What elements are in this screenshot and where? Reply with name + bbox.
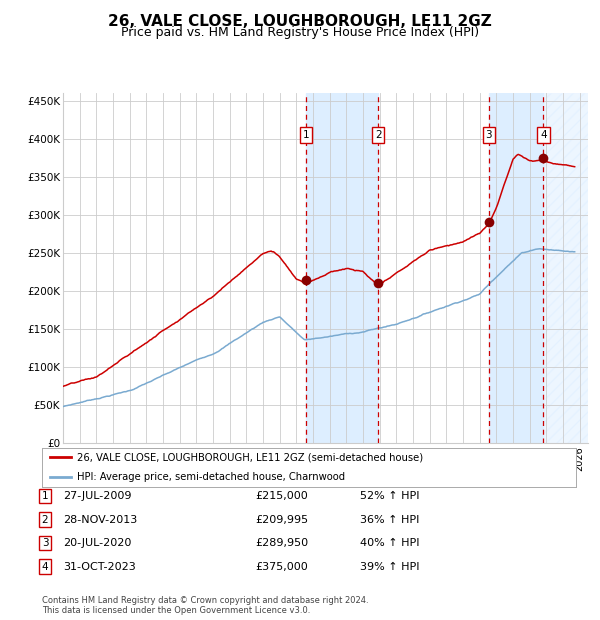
Text: 1: 1 — [302, 130, 309, 140]
Text: 36% ↑ HPI: 36% ↑ HPI — [360, 515, 419, 525]
Text: 4: 4 — [540, 130, 547, 140]
Text: £209,995: £209,995 — [256, 515, 308, 525]
Text: 40% ↑ HPI: 40% ↑ HPI — [360, 538, 419, 548]
Text: £215,000: £215,000 — [256, 491, 308, 501]
Text: 39% ↑ HPI: 39% ↑ HPI — [360, 562, 419, 572]
Text: 1: 1 — [41, 491, 49, 501]
Text: 20-JUL-2020: 20-JUL-2020 — [63, 538, 131, 548]
Text: Price paid vs. HM Land Registry's House Price Index (HPI): Price paid vs. HM Land Registry's House … — [121, 26, 479, 39]
Text: 3: 3 — [485, 130, 492, 140]
Text: 26, VALE CLOSE, LOUGHBOROUGH, LE11 2GZ: 26, VALE CLOSE, LOUGHBOROUGH, LE11 2GZ — [108, 14, 492, 29]
Text: 26, VALE CLOSE, LOUGHBOROUGH, LE11 2GZ (semi-detached house): 26, VALE CLOSE, LOUGHBOROUGH, LE11 2GZ (… — [77, 453, 423, 463]
Text: £289,950: £289,950 — [256, 538, 308, 548]
Text: £375,000: £375,000 — [256, 562, 308, 572]
Text: 28-NOV-2013: 28-NOV-2013 — [63, 515, 137, 525]
Text: 27-JUL-2009: 27-JUL-2009 — [63, 491, 131, 501]
Text: 52% ↑ HPI: 52% ↑ HPI — [360, 491, 419, 501]
Bar — [544, 93, 588, 443]
Bar — [306, 93, 378, 443]
Text: 4: 4 — [41, 562, 49, 572]
Text: 3: 3 — [41, 538, 49, 548]
Text: 2: 2 — [375, 130, 382, 140]
Text: 31-OCT-2023: 31-OCT-2023 — [63, 562, 136, 572]
Text: HPI: Average price, semi-detached house, Charnwood: HPI: Average price, semi-detached house,… — [77, 472, 345, 482]
Bar — [489, 93, 544, 443]
Text: 2: 2 — [41, 515, 49, 525]
Text: Contains HM Land Registry data © Crown copyright and database right 2024.
This d: Contains HM Land Registry data © Crown c… — [42, 596, 368, 615]
